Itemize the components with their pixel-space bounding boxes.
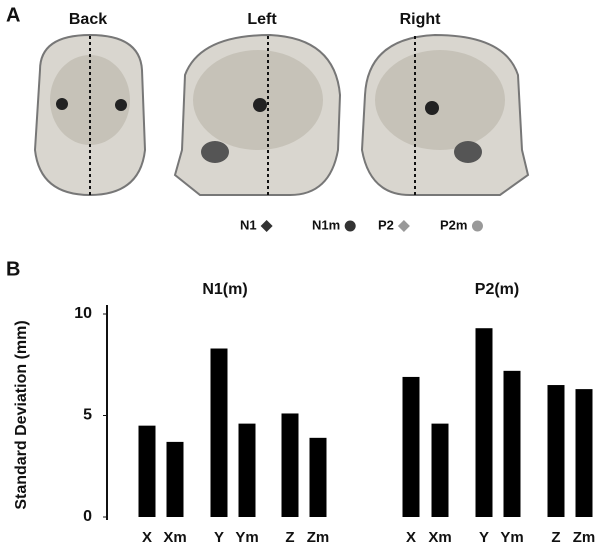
x-tick-label: Xm [163, 529, 186, 546]
legend-marker [471, 220, 483, 232]
bar [238, 423, 256, 517]
bar [475, 328, 493, 517]
dipole [115, 99, 127, 111]
brain-back [50, 55, 130, 145]
brain-images [33, 33, 530, 197]
x-tick-label: Ym [500, 529, 523, 546]
x-tick-label: X [142, 529, 152, 546]
bar [281, 413, 299, 517]
panel-label: A [6, 4, 20, 26]
x-tick-label: Z [551, 529, 560, 546]
legend-label: P2 [378, 217, 394, 232]
bar [575, 389, 593, 517]
legend-marker [344, 220, 356, 232]
legend-label: N1m [312, 217, 340, 232]
y-axis-title: Standard Deviation (mm) [13, 320, 30, 509]
x-tick-label: Zm [573, 529, 596, 546]
y-tick-label: 0 [83, 508, 92, 525]
legend-label: N1 [240, 217, 257, 232]
bar [402, 376, 420, 517]
x-tick-label: X [406, 529, 416, 546]
legend-marker [397, 220, 410, 232]
view-label: Right [400, 11, 442, 28]
legend-label: P2m [440, 217, 467, 232]
panel-label: B [6, 258, 20, 280]
dipole [253, 98, 267, 112]
x-tick-label: Ym [235, 529, 258, 546]
brain-right [375, 50, 505, 150]
x-tick-label: Y [214, 529, 224, 546]
ear-right [454, 141, 482, 163]
x-tick-label: Xm [428, 529, 451, 546]
bar [431, 423, 449, 517]
x-tick-label: Z [285, 529, 294, 546]
view-label: Left [247, 11, 277, 28]
y-tick-label: 10 [74, 305, 92, 322]
dipole [56, 98, 68, 110]
bar [547, 385, 565, 517]
x-tick-label: Zm [307, 529, 330, 546]
x-tick-label: Y [479, 529, 489, 546]
y-tick-label: 5 [83, 407, 92, 424]
dipole [425, 101, 439, 115]
view-label: Back [69, 11, 107, 28]
bar [309, 437, 327, 517]
bar [210, 348, 228, 517]
bar [166, 441, 184, 517]
group-title: P2(m) [475, 281, 519, 298]
ear-left [201, 141, 229, 163]
legend-marker [260, 220, 273, 232]
bar [138, 425, 156, 517]
bar [503, 370, 521, 517]
group-title: N1(m) [202, 281, 247, 298]
